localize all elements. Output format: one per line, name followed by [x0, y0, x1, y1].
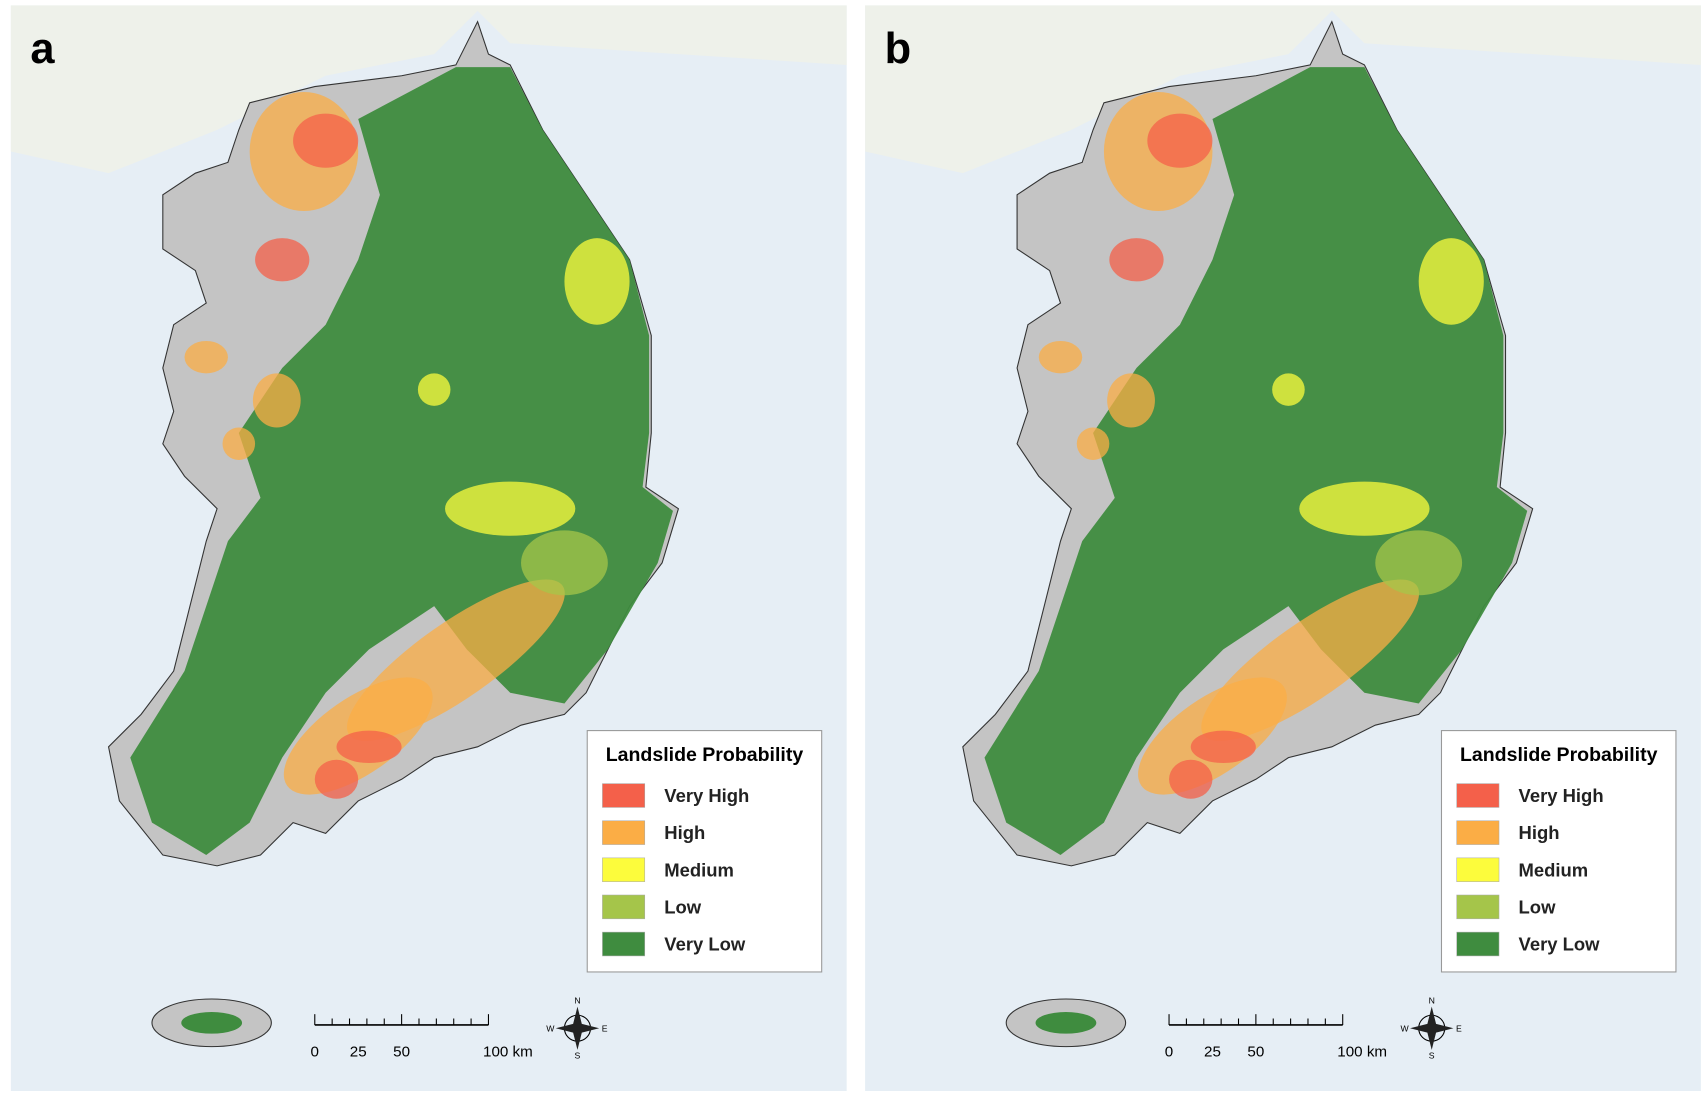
scale-label: 50 — [393, 1043, 410, 1060]
panel-label: a — [30, 25, 55, 73]
legend-label: Very Low — [1519, 934, 1601, 955]
compass-letter: E — [602, 1023, 608, 1033]
scale-label: 100 km — [1337, 1043, 1387, 1060]
scale-label: 0 — [1165, 1043, 1173, 1060]
scale-label: 0 — [311, 1043, 319, 1060]
risk-zone — [1375, 530, 1463, 596]
land-green — [984, 67, 1528, 856]
risk-zone — [1418, 238, 1484, 325]
legend-swatch — [602, 931, 646, 957]
legend-swatch — [1456, 783, 1500, 808]
land-green — [130, 67, 673, 856]
compass-letter: E — [1456, 1023, 1462, 1033]
map-panel: a Landslide Probability Very High High Mediu… — [10, 5, 847, 1092]
compass-letter: N — [574, 995, 580, 1005]
jeju-forest — [181, 1012, 243, 1034]
compass-rose — [555, 1006, 600, 1050]
compass-letter: S — [1429, 1051, 1435, 1061]
legend-label: Very High — [1519, 785, 1604, 806]
risk-zone — [1169, 759, 1213, 799]
risk-zone — [222, 427, 256, 460]
legend-label: High — [664, 822, 705, 843]
risk-zone — [1107, 373, 1155, 428]
legend-label: Medium — [664, 859, 734, 880]
risk-zone — [252, 373, 301, 428]
legend-swatch — [602, 894, 646, 920]
legend-label: Very High — [664, 785, 749, 806]
legend-title: Landslide Probability — [1460, 744, 1658, 766]
risk-zone — [336, 730, 402, 764]
northern-land — [865, 5, 1701, 174]
risk-zone — [1038, 340, 1083, 374]
legend-title: Landslide Probability — [606, 744, 804, 766]
risk-zone — [1190, 730, 1256, 764]
risk-zone — [1076, 427, 1110, 460]
scale-label: 25 — [1204, 1043, 1221, 1060]
legend-label: High — [1519, 822, 1560, 843]
legend-swatch — [1456, 820, 1500, 845]
scale-label: 25 — [350, 1043, 367, 1060]
scale-label: 50 — [1247, 1043, 1264, 1060]
risk-zone — [255, 238, 310, 282]
panel-label: b — [885, 25, 912, 73]
legend-swatch — [1456, 857, 1500, 882]
legend-box — [1440, 730, 1677, 973]
legend-swatch — [602, 857, 646, 882]
legend-box — [586, 730, 823, 973]
risk-zone — [521, 530, 608, 596]
jeju-forest — [1035, 1012, 1097, 1034]
legend-swatch — [602, 783, 646, 808]
risk-zone — [293, 113, 359, 168]
risk-zone — [1272, 373, 1305, 406]
compass-letter: S — [575, 1051, 581, 1061]
risk-zone — [1299, 481, 1430, 536]
legend-swatch — [602, 820, 646, 845]
compass-rose — [1410, 1006, 1454, 1050]
legend-label: Very Low — [664, 934, 746, 955]
map-panel: b Landslide Probability Very High High Mediu… — [865, 5, 1701, 1092]
northern-land — [10, 5, 847, 174]
risk-zone — [1109, 238, 1164, 282]
risk-zone — [184, 340, 228, 374]
legend-swatch — [1456, 894, 1500, 920]
legend-swatch — [1456, 931, 1500, 957]
risk-zone — [417, 373, 451, 406]
risk-zone — [564, 238, 630, 325]
compass-letter: W — [546, 1023, 555, 1033]
risk-zone — [445, 481, 576, 536]
compass-letter: N — [1429, 995, 1435, 1005]
legend-label: Low — [664, 896, 702, 917]
scale-label: 100 km — [483, 1043, 533, 1060]
risk-zone — [1147, 113, 1213, 168]
legend-label: Low — [1519, 896, 1557, 917]
risk-zone — [314, 759, 359, 799]
compass-letter: W — [1400, 1023, 1409, 1033]
legend-label: Medium — [1519, 859, 1589, 880]
